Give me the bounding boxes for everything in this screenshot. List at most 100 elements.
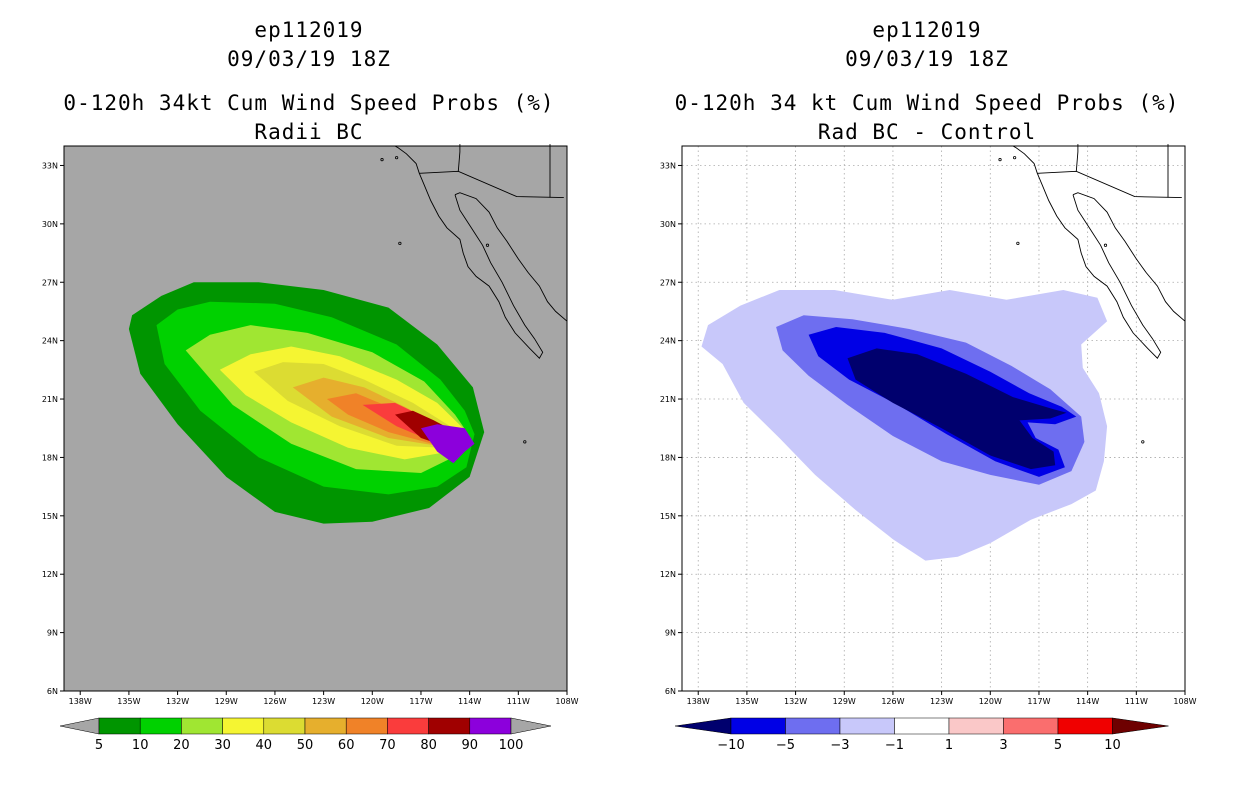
y-tick-label: 6N (665, 687, 676, 696)
coastline-pacific (1036, 173, 1162, 359)
x-tick-label: 123W (312, 697, 335, 706)
us-mexico-border (1037, 170, 1182, 199)
colorbar-label: 30 (214, 738, 231, 753)
island (523, 440, 527, 444)
storm-id-right: ep112019 (872, 18, 982, 42)
x-tick-label: 135W (117, 697, 140, 706)
y-tick-label: 9N (47, 629, 58, 638)
colorbar-label: 90 (462, 738, 479, 753)
y-tick-label: 15N (660, 512, 676, 521)
chart-subtitle-left: Radii BC (254, 120, 364, 144)
colorbar-label: −5 (776, 738, 795, 753)
island (380, 158, 384, 162)
chart-subtitle-right: Rad BC - Control (817, 120, 1037, 144)
colorbar-label: 40 (256, 738, 273, 753)
coastline-california (1012, 145, 1038, 174)
colorbar-bin (304, 717, 347, 735)
coastline-pacific (418, 173, 544, 359)
difference-map-right: 138W 135W 132W 129W 126W 123W 120W 117W 114W 111W… (660, 144, 1197, 753)
island (395, 156, 399, 160)
colorbar-bin (181, 717, 223, 735)
x-tick-label: 132W (784, 697, 807, 706)
x-tick-label: 114W (1076, 697, 1099, 706)
colorbar-label: 100 (499, 738, 524, 753)
colorbar-label: 50 (297, 738, 314, 753)
y-tick-label: 21N (660, 395, 676, 404)
colorbar-bin (428, 717, 471, 735)
colorbar-label: −3 (830, 738, 849, 753)
probability-map-left: 138W 135W 132W 129W 126W 123W 120W 117W 114W 111W… (42, 144, 579, 753)
y-tick-label: 30N (42, 220, 58, 229)
y-tick-label: 27N (42, 278, 58, 287)
y-tick-label: 15N (42, 512, 58, 521)
x-tick-label: 111W (1125, 697, 1148, 706)
contour-fill-90 (421, 424, 475, 464)
colorbar-label: 10 (1104, 738, 1121, 753)
colorbar-label: 5 (95, 738, 103, 753)
right-panel: ep112019 09/03/19 18Z 0-120h 34 kt Cum W… (618, 0, 1236, 800)
chart-title-left: 0-120h 34kt Cum Wind Speed Probs (%) (63, 91, 555, 115)
y-tick-label: 24N (42, 337, 58, 346)
coastline-california (394, 145, 420, 174)
colorbar-bin (948, 717, 1004, 735)
y-tick-label: 18N (660, 453, 676, 462)
colorbar-bin (469, 717, 512, 735)
colorbar-bin (387, 717, 429, 735)
x-tick-label: 132W (166, 697, 189, 706)
colorbar-label: 20 (173, 738, 190, 753)
coastline-gulf (454, 192, 568, 322)
colorbar-label: 1 (945, 738, 953, 753)
colorbar-bin (730, 717, 786, 735)
state-border-ca-az (1075, 144, 1079, 172)
colorbar-over-arrow (1112, 717, 1169, 735)
y-tick-label: 9N (665, 629, 676, 638)
datetime-right: 09/03/19 18Z (845, 47, 1009, 71)
x-tick-label: 114W (458, 697, 481, 706)
x-tick-label: 120W (361, 697, 384, 706)
datetime-left: 09/03/19 18Z (227, 47, 391, 71)
x-tick-label: 111W (507, 697, 530, 706)
y-tick-label: 21N (42, 395, 58, 404)
colorbar-bin (98, 717, 141, 735)
plot-frame (63, 145, 568, 692)
island (1141, 440, 1145, 444)
island (1013, 156, 1017, 160)
y-tick-label: 18N (42, 453, 58, 462)
storm-id-left: ep112019 (254, 18, 364, 42)
x-tick-label: 123W (930, 697, 953, 706)
plot-frame (681, 145, 1186, 692)
colorbar-bin (894, 717, 950, 735)
island (1016, 241, 1020, 245)
island (398, 241, 402, 245)
coastline-gulf (1072, 192, 1186, 322)
colorbar-label: 10 (132, 738, 149, 753)
x-tick-label: 126W (263, 697, 286, 706)
x-tick-label: 126W (881, 697, 904, 706)
y-tick-label: 27N (660, 278, 676, 287)
x-tick-label: 129W (833, 697, 856, 706)
colorbar-bin (345, 717, 388, 735)
y-tick-label: 12N (660, 570, 676, 579)
colorbar-bin (785, 717, 841, 735)
x-tick-label: 135W (735, 697, 758, 706)
colorbar-label: 80 (420, 738, 437, 753)
colorbar-bin (263, 717, 306, 735)
colorbar-label: 60 (338, 738, 355, 753)
colorbar-bin (839, 717, 895, 735)
y-tick-label: 24N (660, 337, 676, 346)
colorbar-under-arrow (674, 717, 732, 735)
y-tick-label: 30N (660, 220, 676, 229)
island (998, 158, 1002, 162)
x-tick-label: 108W (555, 697, 578, 706)
x-tick-label: 117W (1027, 697, 1050, 706)
colorbar-bin (139, 717, 182, 735)
y-tick-label: 33N (660, 161, 676, 170)
colorbar-bin (1057, 717, 1113, 735)
us-mexico-border (419, 170, 564, 199)
y-tick-label: 33N (42, 161, 58, 170)
colorbar-label: 5 (1054, 738, 1062, 753)
colorbar-label: −10 (717, 738, 744, 753)
colorbar-label: −1 (885, 738, 904, 753)
island (1103, 243, 1108, 247)
y-tick-label: 12N (42, 570, 58, 579)
